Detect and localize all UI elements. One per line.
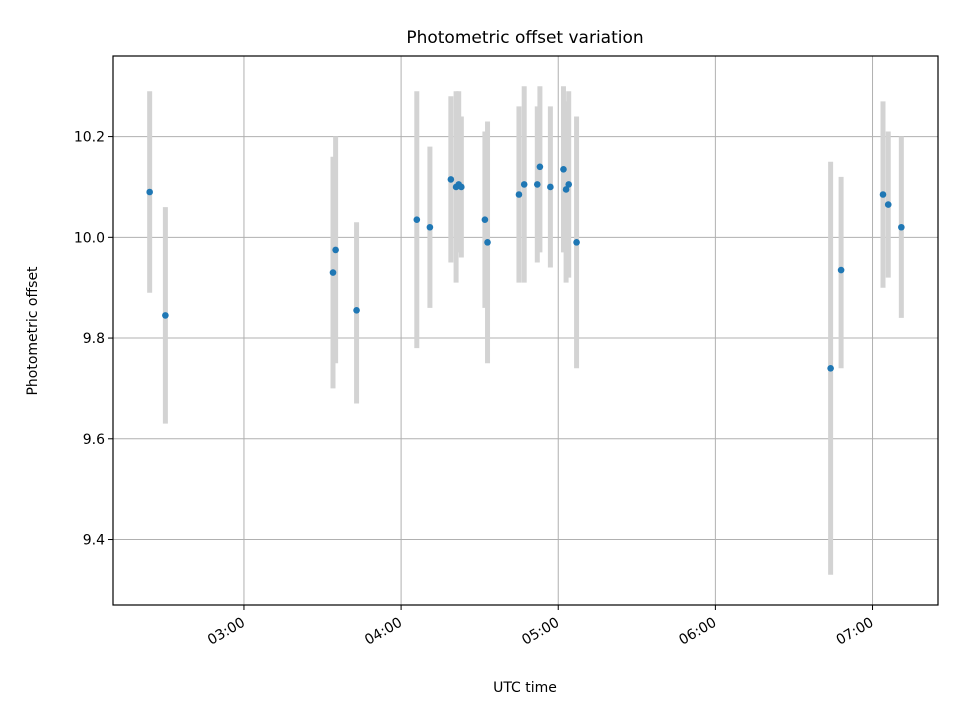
data-point xyxy=(353,307,360,314)
plot-frame xyxy=(112,55,939,606)
data-point xyxy=(837,266,845,274)
data-point xyxy=(533,181,541,188)
chart-title: Photometric offset variation xyxy=(406,28,643,48)
y-axis-label: Photometric offset xyxy=(25,266,41,396)
data-point xyxy=(827,364,834,372)
data-point xyxy=(884,201,892,208)
data-point xyxy=(332,246,339,254)
data-point xyxy=(536,163,544,171)
data-point xyxy=(329,269,337,276)
data-points xyxy=(146,163,905,372)
data-point xyxy=(573,239,580,246)
y-tick-label: 10.2 xyxy=(74,130,105,146)
data-point xyxy=(565,181,573,188)
data-point xyxy=(520,181,528,188)
data-point xyxy=(515,191,523,198)
data-point xyxy=(879,191,887,198)
data-point xyxy=(560,166,567,173)
data-point xyxy=(458,183,465,191)
data-point xyxy=(413,216,421,223)
data-point xyxy=(426,223,434,231)
data-point xyxy=(562,186,570,193)
y-tick-label: 9.8 xyxy=(83,331,105,347)
y-tick-label: 9.6 xyxy=(83,432,105,448)
data-point xyxy=(484,239,491,246)
data-point xyxy=(547,183,554,191)
y-tick-label: 9.4 xyxy=(83,533,105,549)
data-point xyxy=(146,188,153,196)
x-axis-label: UTC time xyxy=(493,680,557,696)
data-point xyxy=(898,223,905,231)
data-point xyxy=(447,176,455,183)
y-tick-label: 10.0 xyxy=(74,230,105,246)
data-point xyxy=(481,216,489,223)
data-point xyxy=(162,312,169,319)
